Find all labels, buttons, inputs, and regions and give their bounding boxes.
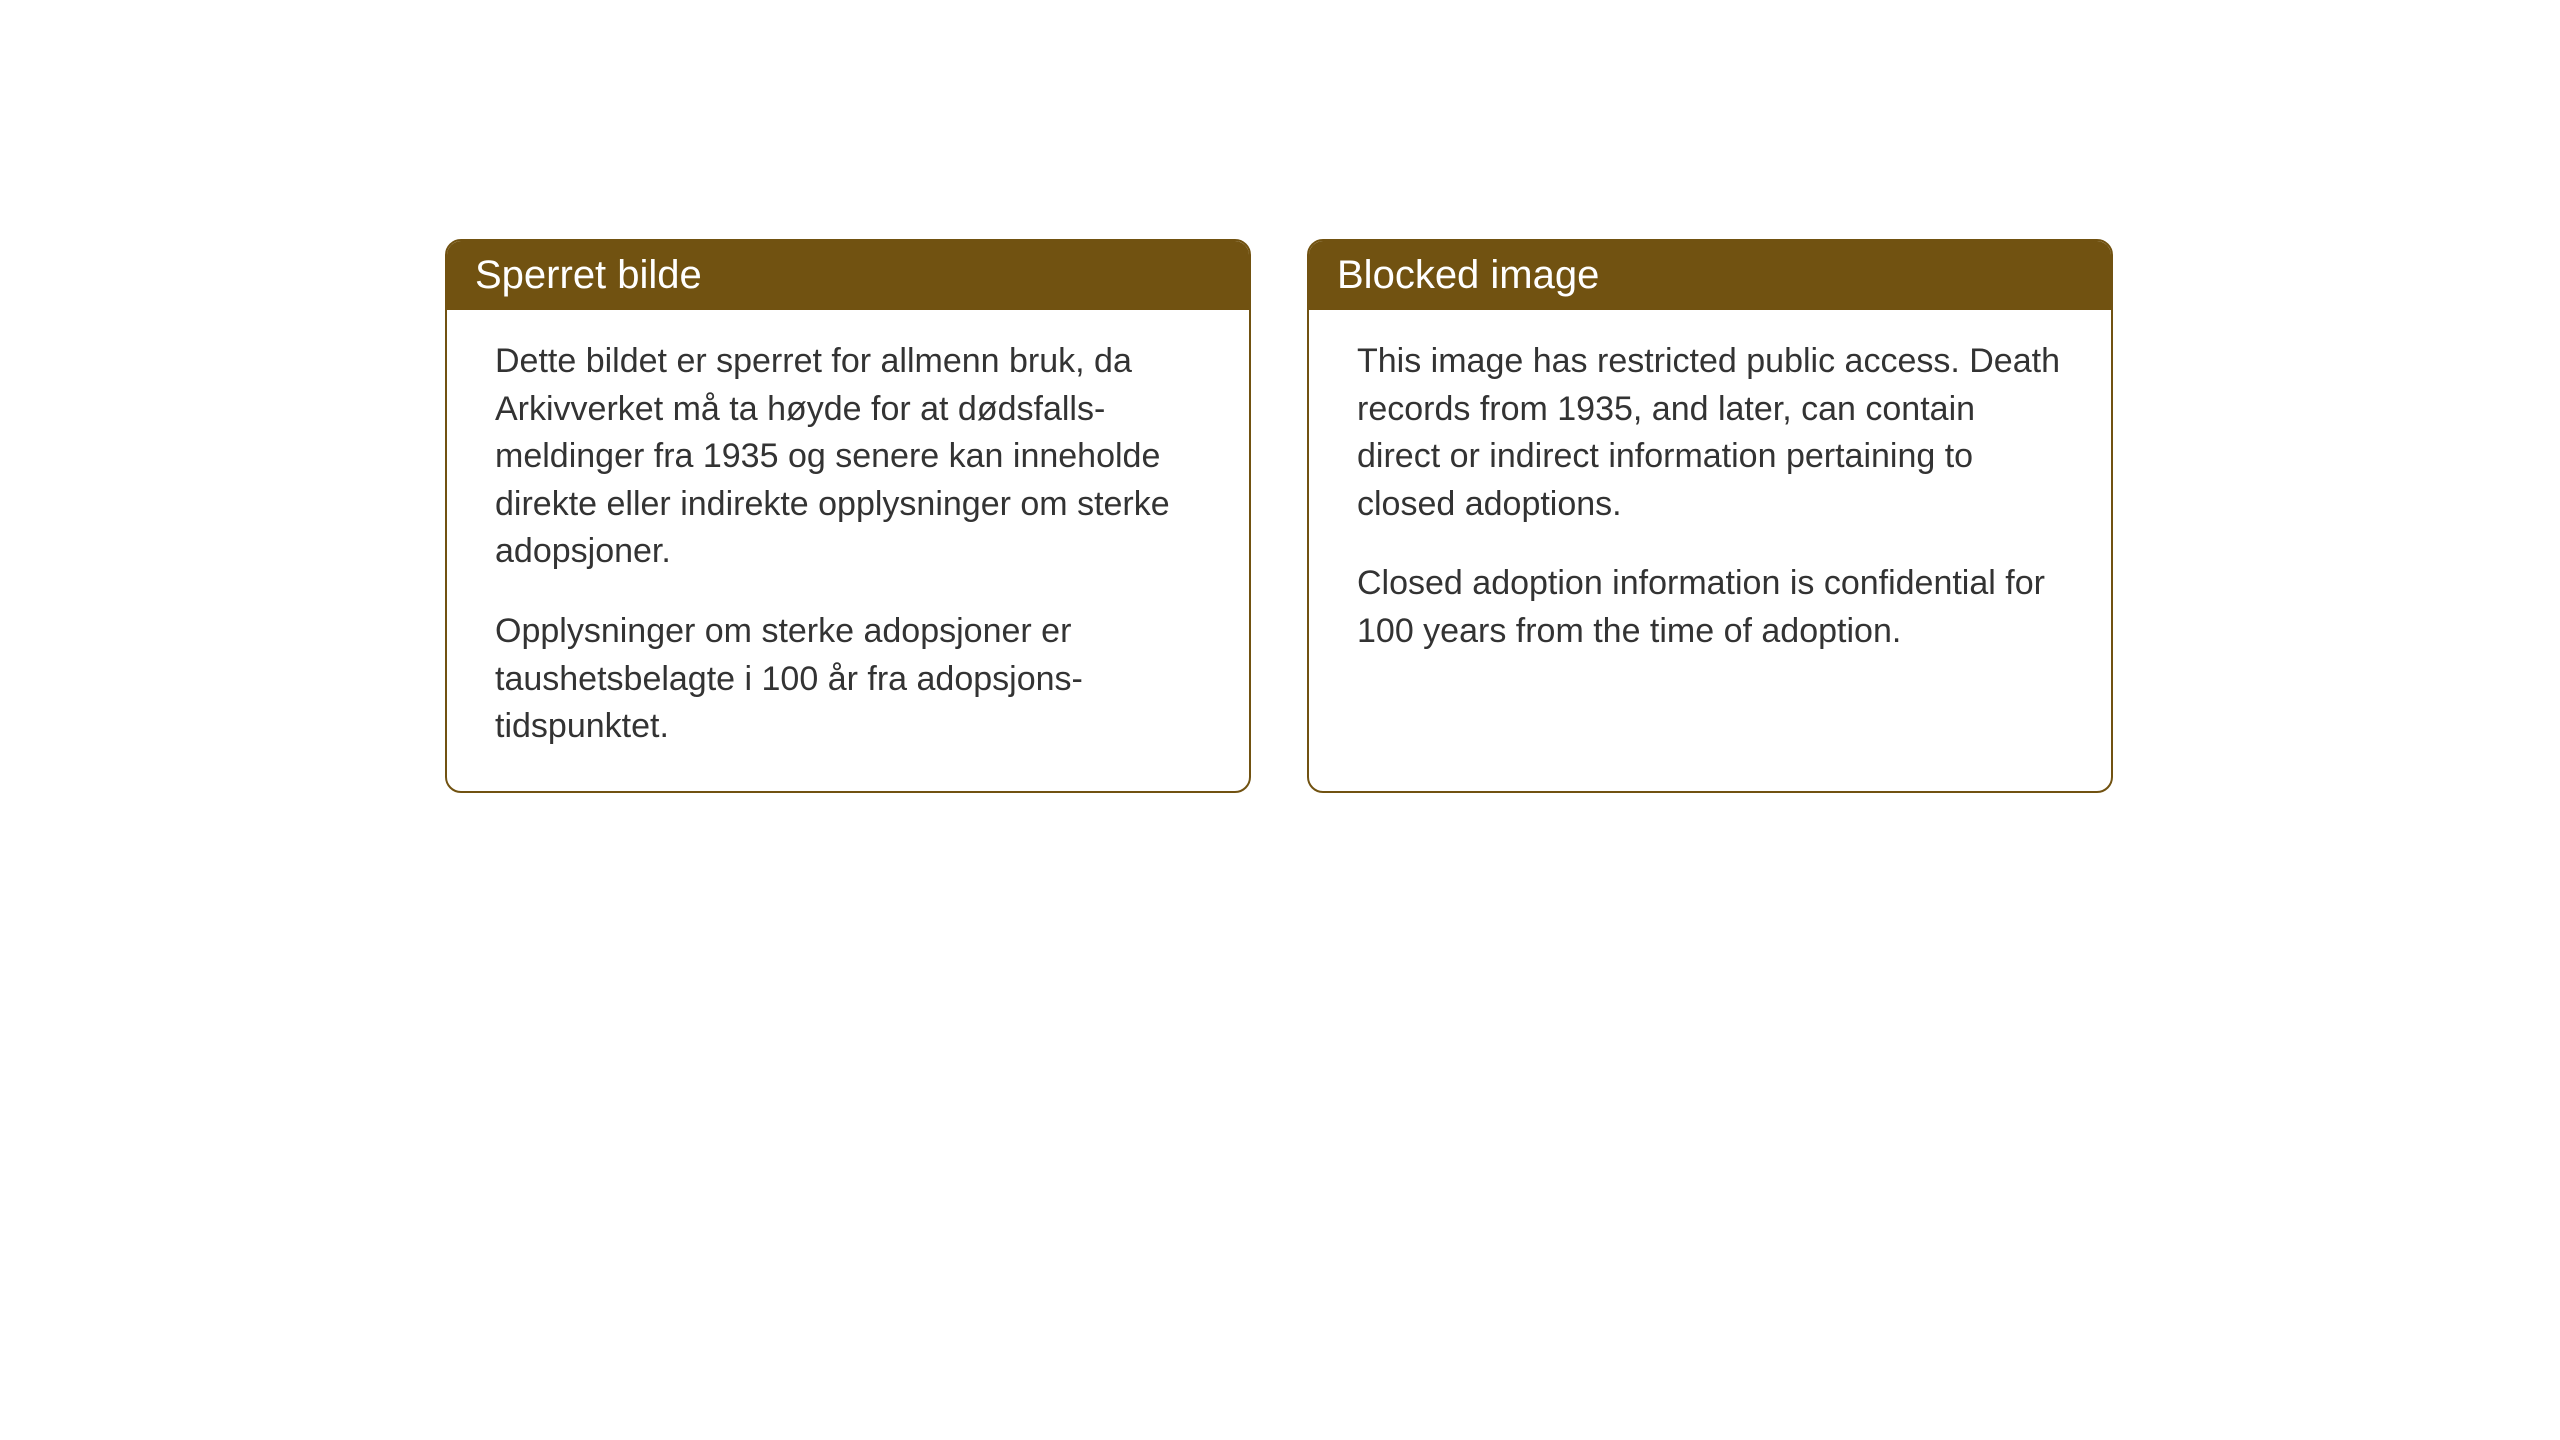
card-paragraph: Closed adoption information is confident…: [1357, 560, 2063, 655]
card-paragraph: Dette bildet er sperret for allmenn bruk…: [495, 338, 1201, 576]
card-body-norwegian: Dette bildet er sperret for allmenn bruk…: [447, 310, 1249, 791]
card-header-norwegian: Sperret bilde: [447, 241, 1249, 310]
card-title: Blocked image: [1337, 253, 1599, 297]
card-paragraph: This image has restricted public access.…: [1357, 338, 2063, 528]
notice-card-english: Blocked image This image has restricted …: [1307, 239, 2113, 793]
notice-cards-container: Sperret bilde Dette bildet er sperret fo…: [445, 239, 2113, 793]
card-header-english: Blocked image: [1309, 241, 2111, 310]
card-title: Sperret bilde: [475, 253, 702, 297]
notice-card-norwegian: Sperret bilde Dette bildet er sperret fo…: [445, 239, 1251, 793]
card-paragraph: Opplysninger om sterke adopsjoner er tau…: [495, 608, 1201, 751]
card-body-english: This image has restricted public access.…: [1309, 310, 2111, 696]
